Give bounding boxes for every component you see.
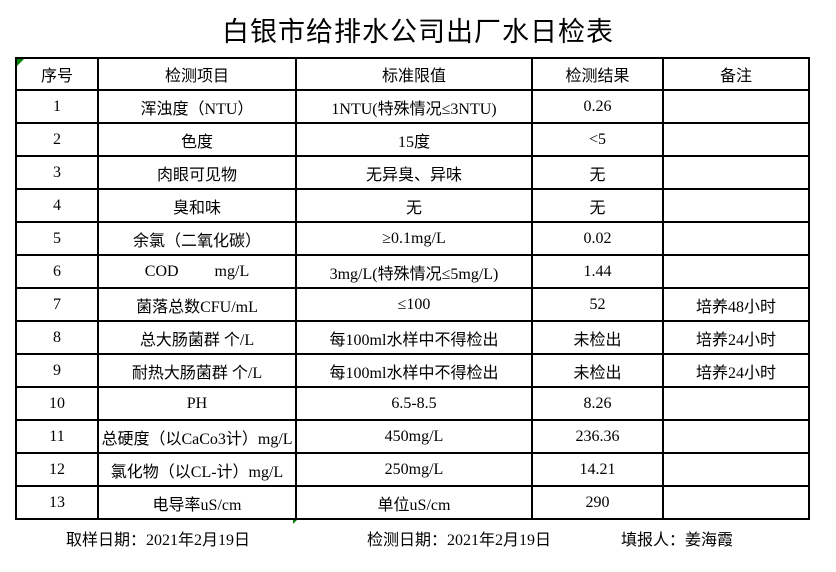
item-cell: 耐热大肠菌群 个/L <box>97 353 297 388</box>
item-cell: 浑浊度（NTU） <box>97 89 297 124</box>
result-cell: 14.21 <box>531 452 664 487</box>
item-cell: COD mg/L <box>97 254 297 289</box>
table-row: 8 总大肠菌群 个/L 每100ml水样中不得检出 未检出 培养24小时 <box>15 320 810 355</box>
reporter-label: 填报人：姜海霞 <box>621 532 734 549</box>
result-cell: 无 <box>531 188 664 223</box>
result-cell: 无 <box>531 155 664 190</box>
result-cell: 8.26 <box>531 386 664 421</box>
header-item: 检测项目 <box>97 57 297 91</box>
result-cell: <5 <box>531 122 664 157</box>
note-cell: 培养24小时 <box>662 320 810 355</box>
row-number-cell: 12 <box>15 452 99 487</box>
result-cell: 52 <box>531 287 664 322</box>
item-cell: 色度 <box>97 122 297 157</box>
item-cell: 总大肠菌群 个/L <box>97 320 297 355</box>
row-number-cell: 8 <box>15 320 99 355</box>
note-cell <box>662 122 810 157</box>
item-cell: 总硬度（以CaCo3计）mg/L <box>97 419 297 454</box>
limit-cell: 每100ml水样中不得检出 <box>295 353 533 388</box>
item-cell: 氯化物（以CL-计）mg/L <box>97 452 297 487</box>
note-cell: 培养48小时 <box>662 287 810 322</box>
table-row: 1 浑浊度（NTU） 1NTU(特殊情况≤3NTU) 0.26 <box>15 89 810 124</box>
result-cell: 未检出 <box>531 353 664 388</box>
row-number-cell: 4 <box>15 188 99 223</box>
result-cell: 1.44 <box>531 254 664 289</box>
item-cell: 肉眼可见物 <box>97 155 297 190</box>
header-row: 序号 检测项目 标准限值 检测结果 备注 <box>15 57 810 91</box>
header-limit: 标准限值 <box>295 57 533 91</box>
testing-date-label: 检测日期：2021年2月19日 <box>367 532 552 549</box>
table-row: 6 COD mg/L 3mg/L(特殊情况≤5mg/L) 1.44 <box>15 254 810 289</box>
table-row: 12 氯化物（以CL-计）mg/L 250mg/L 14.21 <box>15 452 810 487</box>
row-number-cell: 3 <box>15 155 99 190</box>
sampling-date-label: 取样日期：2021年2月19日 <box>66 532 251 549</box>
limit-cell: 单位uS/cm <box>295 485 533 520</box>
item-cell: 臭和味 <box>97 188 297 223</box>
item-cell: PH <box>97 386 297 421</box>
note-cell <box>662 89 810 124</box>
row-number-cell: 1 <box>15 89 99 124</box>
row-number-cell: 11 <box>15 419 99 454</box>
row-number-cell: 10 <box>15 386 99 421</box>
page-title: 白银市给排水公司出厂水日检表 <box>222 17 614 47</box>
header-serial: 序号 <box>15 57 99 91</box>
limit-cell: 250mg/L <box>295 452 533 487</box>
limit-cell: ≥0.1mg/L <box>295 221 533 256</box>
table-row: 4 臭和味 无 无 <box>15 188 810 223</box>
table-row: 9 耐热大肠菌群 个/L 每100ml水样中不得检出 未检出 培养24小时 <box>15 353 810 388</box>
limit-cell: 无异臭、异味 <box>295 155 533 190</box>
result-cell: 0.02 <box>531 221 664 256</box>
limit-cell: 15度 <box>295 122 533 157</box>
table-row: 5 余氯（二氧化碳） ≥0.1mg/L 0.02 <box>15 221 810 256</box>
limit-cell: ≤100 <box>295 287 533 322</box>
limit-cell: 450mg/L <box>295 419 533 454</box>
row-number-cell: 6 <box>15 254 99 289</box>
limit-cell: 3mg/L(特殊情况≤5mg/L) <box>295 254 533 289</box>
note-cell <box>662 419 810 454</box>
note-cell <box>662 485 810 520</box>
row-number-cell: 13 <box>15 485 99 520</box>
limit-cell: 1NTU(特殊情况≤3NTU) <box>295 89 533 124</box>
table-row: 3 肉眼可见物 无异臭、异味 无 <box>15 155 810 190</box>
item-cell: 余氯（二氧化碳） <box>97 221 297 256</box>
note-cell <box>662 452 810 487</box>
note-cell <box>662 386 810 421</box>
row-number-cell: 7 <box>15 287 99 322</box>
result-cell: 236.36 <box>531 419 664 454</box>
limit-cell: 每100ml水样中不得检出 <box>295 320 533 355</box>
limit-cell: 6.5-8.5 <box>295 386 533 421</box>
table-row: 10 PH 6.5-8.5 8.26 <box>15 386 810 421</box>
item-cell: 菌落总数CFU/mL <box>97 287 297 322</box>
limit-cell: 无 <box>295 188 533 223</box>
note-cell <box>662 254 810 289</box>
inspection-table: 序号 检测项目 标准限值 检测结果 备注 1 浑浊度（NTU） 1NTU(特殊情… <box>15 57 810 520</box>
row-number-cell: 5 <box>15 221 99 256</box>
row-number-cell: 9 <box>15 353 99 388</box>
table-row: 13 电导率uS/cm 单位uS/cm 290 <box>15 485 810 520</box>
table-row: 11 总硬度（以CaCo3计）mg/L 450mg/L 236.36 <box>15 419 810 454</box>
table-row: 2 色度 15度 <5 <box>15 122 810 157</box>
note-cell <box>662 221 810 256</box>
row-number-cell: 2 <box>15 122 99 157</box>
header-note: 备注 <box>662 57 810 91</box>
header-result: 检测结果 <box>531 57 664 91</box>
cell-flag-icon <box>293 518 299 524</box>
note-cell <box>662 188 810 223</box>
result-cell: 未检出 <box>531 320 664 355</box>
table-row: 7 菌落总数CFU/mL ≤100 52 培养48小时 <box>15 287 810 322</box>
item-cell: 电导率uS/cm <box>97 485 297 520</box>
result-cell: 290 <box>531 485 664 520</box>
note-cell: 培养24小时 <box>662 353 810 388</box>
note-cell <box>662 155 810 190</box>
result-cell: 0.26 <box>531 89 664 124</box>
